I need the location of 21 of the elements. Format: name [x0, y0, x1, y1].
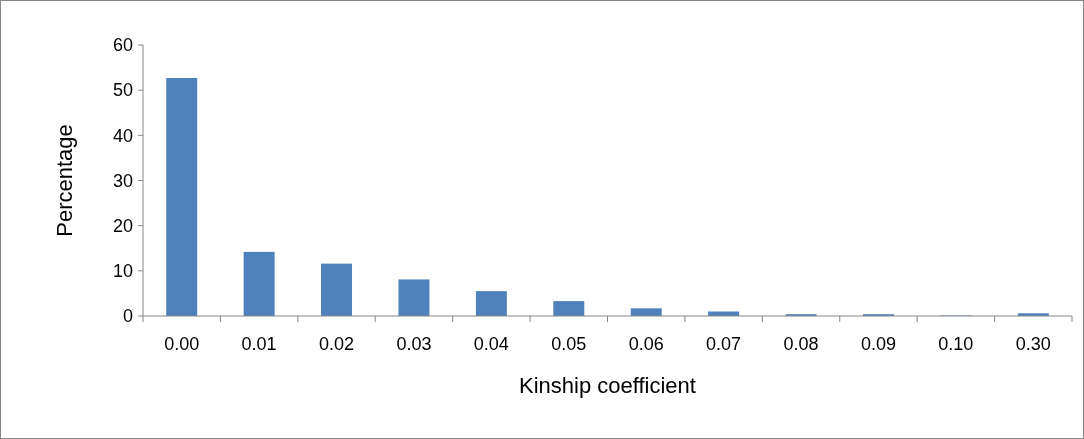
- x-tick-label: 0.09: [860, 334, 896, 354]
- x-tick-label: 0.05: [551, 334, 587, 354]
- x-tick-label: 0.06: [628, 334, 664, 354]
- y-tick-label: 0: [122, 306, 133, 327]
- x-tick-label: 0.00: [164, 334, 200, 354]
- x-tick-label: 0.07: [706, 334, 742, 354]
- x-tick-label: 0.10: [938, 334, 974, 354]
- y-tick-label: 40: [112, 125, 133, 146]
- x-axis-title: Kinship coefficient: [519, 373, 696, 398]
- x-tick-label: 0.30: [1015, 334, 1051, 354]
- x-tick-label: 0.01: [241, 334, 277, 354]
- y-tick-label: 10: [112, 261, 133, 282]
- x-tick-label: 0.03: [396, 334, 432, 354]
- x-tick-label: 0.04: [473, 334, 509, 354]
- y-tick-label: 30: [112, 170, 133, 191]
- x-tick-label: 0.08: [783, 334, 819, 354]
- x-tick-label: 0.02: [319, 334, 355, 354]
- y-tick-label: 20: [112, 215, 133, 236]
- y-tick-label: 60: [112, 35, 133, 56]
- y-axis-title: Percentage: [52, 124, 77, 237]
- y-tick-label: 50: [112, 80, 133, 101]
